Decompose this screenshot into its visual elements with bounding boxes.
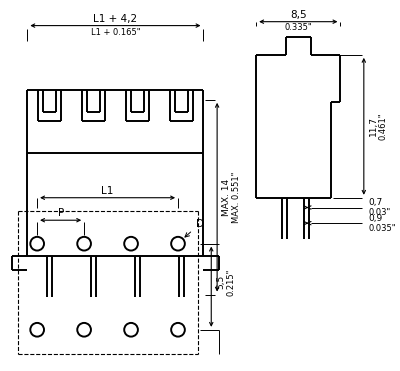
Text: 0,9: 0,9 (369, 214, 383, 223)
Text: 0.215": 0.215" (226, 268, 235, 296)
Text: P: P (58, 209, 64, 219)
Text: 0.03": 0.03" (369, 208, 391, 217)
Text: L1 + 0.165": L1 + 0.165" (91, 28, 140, 37)
Text: 0.335": 0.335" (284, 23, 312, 32)
Text: 5,5: 5,5 (216, 275, 226, 289)
Text: L1 + 4,2: L1 + 4,2 (93, 14, 138, 24)
Text: 0,7: 0,7 (369, 198, 383, 207)
Text: D: D (185, 219, 204, 237)
Text: 0.035": 0.035" (369, 224, 396, 233)
Text: 11,7: 11,7 (369, 116, 378, 136)
Text: 8,5: 8,5 (290, 10, 307, 20)
Text: L1: L1 (101, 186, 114, 196)
Text: MAX. 0.551": MAX. 0.551" (232, 171, 241, 223)
Text: 0.461": 0.461" (379, 112, 388, 140)
Text: MAX. 14: MAX. 14 (222, 179, 232, 216)
